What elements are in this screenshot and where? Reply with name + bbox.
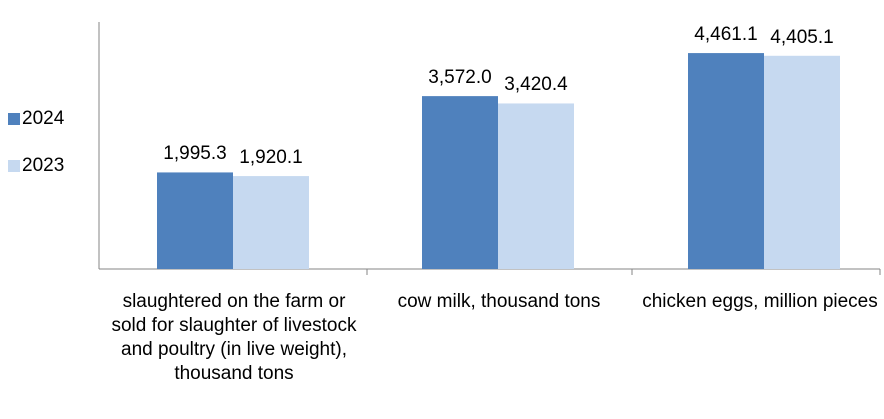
category-label-chicken-eggs: chicken eggs, million pieces	[642, 291, 878, 312]
data-label-2023-cat-0: 1,920.1	[239, 147, 303, 169]
data-label-2024-cat-0: 1,995.3	[163, 143, 227, 165]
bar-2024-cat-1	[422, 96, 498, 269]
category-label-cow-milk: cow milk, thousand tons	[397, 291, 601, 312]
bar-2024-cat-2	[688, 53, 764, 269]
data-label-2024-cat-2: 4,461.1	[694, 24, 758, 46]
data-label-2024-cat-1: 3,572.0	[428, 67, 492, 89]
category-label-livestock: slaughtered on the farm or sold for slau…	[111, 291, 357, 384]
bar-2023-cat-0	[233, 176, 309, 269]
bar-2023-cat-2	[764, 55, 840, 270]
bar-2024-cat-0	[157, 172, 233, 269]
bar-2023-cat-1	[498, 103, 574, 269]
data-label-2023-cat-1: 3,420.4	[504, 74, 568, 96]
data-label-2023-cat-2: 4,405.1	[770, 26, 834, 48]
